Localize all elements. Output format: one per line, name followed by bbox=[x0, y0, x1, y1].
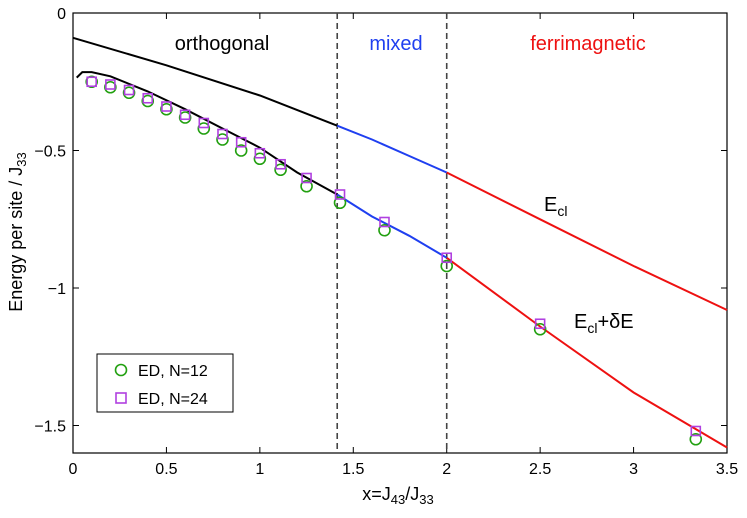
data-point-circle bbox=[197, 122, 211, 135]
curve-segment bbox=[446, 256, 728, 449]
region-label-ferrimagnetic: ferrimagnetic bbox=[530, 33, 646, 55]
data-point-square bbox=[301, 172, 312, 184]
data-point-square bbox=[179, 109, 191, 121]
data-point-circle bbox=[141, 94, 155, 108]
data-point-circle bbox=[178, 111, 192, 124]
region-label-mixed: mixed bbox=[369, 33, 422, 55]
curve-segment bbox=[336, 193, 448, 259]
curve-label-corrected: Ecl+δE bbox=[574, 311, 634, 336]
y-tick-label: 0 bbox=[57, 6, 66, 23]
data-point-square bbox=[254, 147, 266, 159]
x-tick-label: 2.5 bbox=[529, 461, 551, 478]
x-tick-label: 1 bbox=[255, 461, 264, 478]
data-point-circle bbox=[378, 223, 391, 237]
data-point-square bbox=[690, 425, 702, 437]
data-point-square bbox=[198, 117, 210, 129]
x-tick-label: 1.5 bbox=[342, 461, 364, 478]
legend-marker-circle bbox=[114, 363, 128, 377]
data-point-square bbox=[534, 318, 546, 330]
y-tick-label: −0.5 bbox=[34, 144, 66, 161]
data-point-square bbox=[86, 76, 97, 88]
data-point-circle bbox=[216, 133, 229, 146]
data-point-circle bbox=[300, 179, 313, 193]
data-point-square bbox=[142, 92, 154, 104]
data-point-circle bbox=[104, 80, 117, 94]
plot-frame bbox=[72, 12, 728, 454]
region-label-orthogonal: orthogonal bbox=[175, 33, 270, 55]
data-point-square bbox=[105, 79, 116, 90]
data-point-square bbox=[334, 189, 346, 200]
data-point-square bbox=[379, 216, 390, 228]
data-point-circle bbox=[253, 152, 267, 166]
y-tick-label: −1.5 bbox=[34, 419, 66, 436]
data-point-circle bbox=[333, 196, 347, 210]
data-point-circle bbox=[689, 432, 703, 446]
curve-segment bbox=[446, 171, 728, 311]
x-tick-label: 2 bbox=[442, 461, 451, 478]
x-tick-label: 3 bbox=[629, 461, 638, 478]
y-axis-title: Energy per site / J33 bbox=[6, 152, 29, 312]
x-axis-title: x=J43/J33 bbox=[362, 484, 433, 507]
data-point-square bbox=[275, 158, 286, 170]
curve-label-classical: Ecl bbox=[544, 194, 567, 219]
legend-label-n12: ED, N=12 bbox=[138, 363, 208, 380]
legend: ED, N=12 ED, N=24 bbox=[96, 353, 234, 413]
data-point-circle bbox=[160, 102, 173, 116]
data-point-circle bbox=[122, 86, 136, 100]
data-point-circle bbox=[533, 322, 547, 336]
x-tick-label: 0 bbox=[69, 461, 78, 478]
data-point-circle bbox=[440, 259, 454, 273]
data-point-square bbox=[235, 136, 247, 148]
x-tick-label: 0.5 bbox=[155, 461, 177, 478]
y-tick-label: −1 bbox=[48, 281, 66, 298]
data-point-circle bbox=[85, 75, 98, 89]
data-point-circle bbox=[274, 163, 287, 177]
legend-label-n24: ED, N=24 bbox=[138, 391, 208, 408]
data-point-circle bbox=[234, 144, 248, 157]
plot-layer: 0 0.5 1 1.5 2 2.5 3 3.5 0 −0.5 −1 −1.5 bbox=[34, 6, 738, 478]
data-point-square bbox=[441, 252, 453, 264]
data-point-square bbox=[217, 128, 228, 140]
curve-segment bbox=[72, 36, 338, 127]
data-point-square bbox=[161, 101, 172, 112]
data-point-square bbox=[123, 84, 135, 96]
x-tick-label: 3.5 bbox=[716, 461, 738, 478]
curve-segment bbox=[336, 124, 448, 174]
legend-marker-square bbox=[115, 392, 127, 404]
